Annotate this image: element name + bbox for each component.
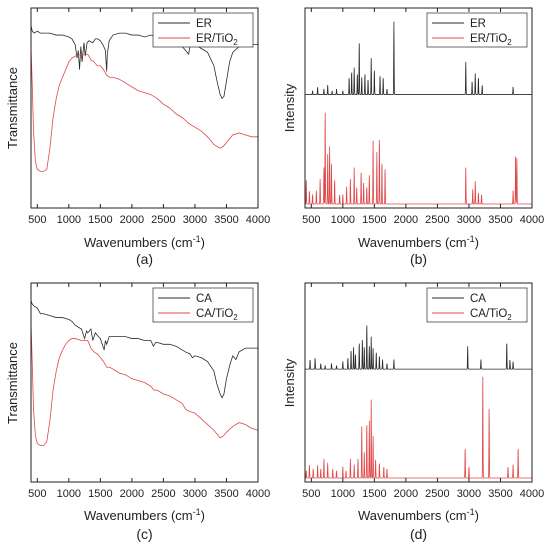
x-tick-label: 1000: [57, 488, 81, 500]
x-tick-label: 2000: [394, 214, 418, 226]
y-axis-label: Transmittance: [5, 67, 20, 149]
panel-label: (b): [410, 251, 427, 267]
series-line-tio2: [30, 321, 259, 446]
y-axis-label: Transmittance: [5, 342, 20, 424]
legend-entry-label: CA: [470, 293, 486, 305]
x-tick-label: 3000: [457, 214, 481, 226]
legend-entry-label: CA: [196, 293, 212, 305]
x-tick-label: 500: [28, 488, 46, 500]
legend-entry-label: ER/TiO2: [196, 33, 238, 47]
x-tick-label: 3000: [183, 214, 207, 226]
plot-frame: [304, 7, 533, 209]
x-tick-label: 2000: [120, 488, 144, 500]
x-tick-label: 3500: [214, 214, 238, 226]
x-tick-label: 3500: [488, 488, 512, 500]
y-axis-label: Intensity: [282, 83, 297, 132]
legend-box: [426, 12, 528, 48]
plot-frame: [30, 282, 259, 483]
panel-label: (d): [410, 526, 427, 542]
x-axis-label: Wavenumbers (cm-1): [84, 234, 205, 250]
panel-b: 500 1000 1500 2000 2500 3000 3500 4000 Wavenumbe…: [282, 7, 544, 267]
x-tick-label: 3000: [457, 488, 481, 500]
x-tick-label: 500: [302, 488, 320, 500]
panel-label: (c): [136, 526, 152, 542]
series-line-pure: [305, 325, 532, 370]
panel-c: 500 1000 1500 2000 2500 3000 3500 4000 Wavenumbe…: [5, 282, 270, 542]
panel-label: (a): [136, 251, 153, 267]
legend-entry-label: ER: [470, 18, 486, 30]
legend-box: [152, 12, 254, 48]
legend-entry-label: ER/TiO2: [470, 33, 512, 47]
x-axis-label: Wavenumbers (cm-1): [358, 507, 479, 523]
x-tick-label: 1000: [331, 488, 355, 500]
x-tick-label: 2500: [151, 214, 175, 226]
x-tick-label: 2500: [425, 488, 449, 500]
x-tick-label: 2500: [425, 214, 449, 226]
y-axis-label: Intensity: [282, 358, 297, 407]
x-tick-label: 2000: [394, 488, 418, 500]
x-tick-label: 4000: [520, 488, 544, 500]
plot-frame: [30, 7, 259, 209]
x-tick-label: 1500: [362, 214, 386, 226]
legend-box: [426, 287, 528, 323]
x-tick-label: 500: [302, 214, 320, 226]
series-line-pure: [305, 21, 532, 95]
x-tick-label: 1500: [362, 488, 386, 500]
x-tick-label: 4000: [246, 488, 270, 500]
legend-box: [152, 287, 254, 323]
x-tick-label: 500: [28, 214, 46, 226]
series-line-tio2: [30, 46, 258, 172]
series-line-tio2: [305, 112, 532, 205]
legend-entry-label: CA/TiO2: [196, 308, 238, 322]
x-tick-label: 3000: [183, 488, 207, 500]
series-line-tio2: [305, 376, 532, 479]
series-line-pure: [30, 25, 258, 100]
x-tick-label: 3500: [214, 488, 238, 500]
panel-d: 500 1000 1500 2000 2500 3000 3500 4000 Wavenumbe…: [282, 282, 544, 542]
x-axis-label: Wavenumbers (cm-1): [84, 507, 205, 523]
x-tick-label: 3500: [488, 214, 512, 226]
x-tick-label: 2500: [151, 488, 175, 500]
x-tick-label: 4000: [520, 214, 544, 226]
series-line-pure: [30, 300, 258, 399]
plot-frame: [304, 282, 533, 483]
x-axis-label: Wavenumbers (cm-1): [358, 234, 479, 250]
x-tick-label: 1500: [88, 488, 112, 500]
x-tick-label: 2000: [120, 214, 144, 226]
x-tick-label: 4000: [246, 214, 270, 226]
x-tick-label: 1500: [88, 214, 112, 226]
panel-a: 500 1000 1500 2000 2500 3000 3500 4000 Wavenumbe…: [5, 7, 270, 267]
legend-entry-label: CA/TiO2: [470, 308, 512, 322]
x-tick-label: 1000: [331, 214, 355, 226]
x-tick-label: 1000: [57, 214, 81, 226]
legend-entry-label: ER: [196, 18, 212, 30]
